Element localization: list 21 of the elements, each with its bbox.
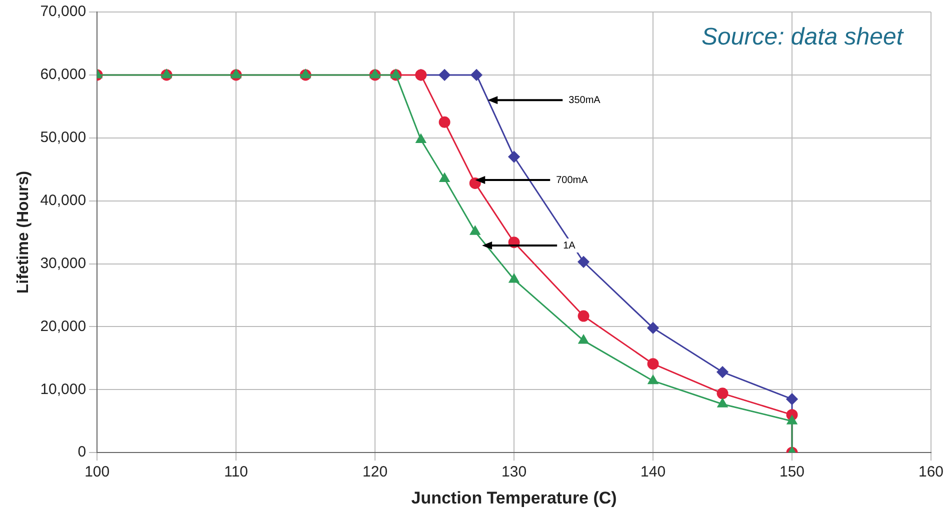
y-tick-label: 40,000 <box>40 192 86 209</box>
annotation: 700mA <box>556 174 588 186</box>
y-tick-label: 50,000 <box>40 129 86 146</box>
y-axis-title: Lifetime (Hours) <box>15 170 32 294</box>
x-tick-label: 140 <box>640 464 666 481</box>
annotation: Source: data sheet <box>702 24 904 51</box>
y-tick-label: 10,000 <box>40 380 86 398</box>
y-tick-label: 60,000 <box>40 66 86 84</box>
x-tick-label: 120 <box>362 464 388 481</box>
x-tick-label: 100 <box>84 464 110 481</box>
x-tick-label: 130 <box>502 464 527 481</box>
x-axis-title: Junction Temperature (C) <box>411 488 617 508</box>
x-tick-label: 160 <box>918 464 944 481</box>
annotation: 350mA <box>568 94 601 106</box>
y-tick-label: 20,000 <box>40 318 86 335</box>
x-tick-label: 110 <box>224 464 248 481</box>
annotation: 1A <box>563 240 576 252</box>
x-tick-label: 150 <box>779 464 805 481</box>
y-tick-label: 70,000 <box>40 3 86 20</box>
y-tick-label: 0 <box>78 444 86 461</box>
y-tick-label: 30,000 <box>40 254 86 272</box>
